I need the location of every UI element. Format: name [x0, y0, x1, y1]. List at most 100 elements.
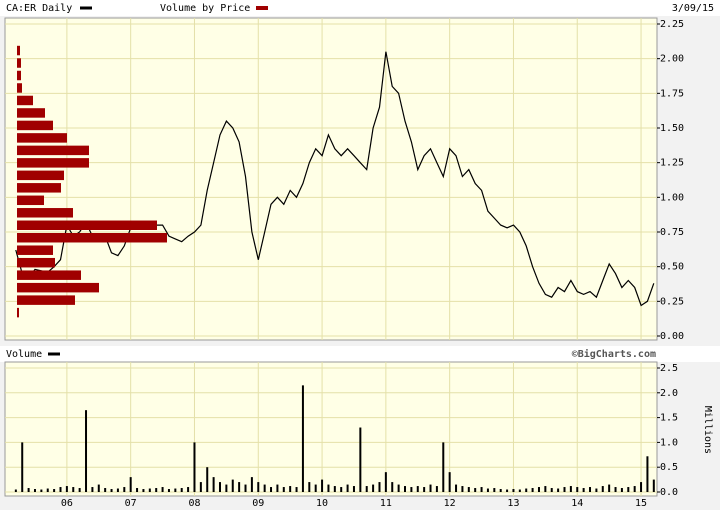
y-tick-label: 1.5: [660, 413, 678, 424]
volume-bar: [116, 488, 119, 492]
volume-by-price-bar: [17, 220, 157, 230]
volume-by-price-bar: [17, 195, 44, 206]
y-tick-label: 2.0: [660, 388, 678, 399]
volume-bar: [448, 472, 451, 492]
x-tick-label: 12: [444, 498, 456, 509]
volume-bar: [148, 488, 151, 492]
header-strip: [0, 0, 720, 16]
volume-bar: [652, 479, 655, 492]
volume-bar: [276, 484, 279, 492]
volume-bar: [46, 488, 49, 492]
x-tick-label: 08: [188, 498, 200, 509]
volume-bar: [65, 486, 68, 492]
volume-bar: [576, 487, 579, 492]
volume-bar: [359, 427, 362, 492]
volume-bar: [193, 442, 196, 492]
volume-bar: [595, 488, 598, 492]
volume-bar: [53, 489, 56, 492]
volume-bar: [27, 488, 30, 492]
volume-by-price-bar: [17, 295, 75, 305]
y-tick-label: 1.50: [660, 123, 684, 134]
volume-bar: [467, 487, 470, 492]
y-tick-label: 2.5: [660, 363, 678, 374]
volume-bar: [308, 482, 311, 492]
y-tick-label: 2.25: [660, 19, 684, 30]
volume-bar: [455, 484, 458, 492]
volume-bar: [231, 479, 234, 492]
price-panel: [4, 17, 658, 341]
x-tick-label: 07: [125, 498, 137, 509]
y-tick-label: 0.5: [660, 462, 678, 473]
x-tick-label: 14: [571, 498, 583, 509]
volume-bar: [174, 488, 177, 492]
volume-by-price-bar: [17, 270, 81, 280]
y-axis-label: Millions: [702, 406, 713, 454]
volume-bar: [33, 489, 36, 492]
volume-bar: [244, 484, 247, 492]
volume-bar: [333, 486, 336, 492]
volume-bar: [142, 489, 145, 492]
volume-bar: [21, 442, 24, 492]
volume-bar: [314, 484, 317, 492]
volume-bar: [531, 488, 534, 492]
volume-bar: [301, 385, 304, 492]
volume-by-price-bar: [17, 133, 67, 143]
y-tick-label: 0.50: [660, 262, 684, 273]
volume-bar: [110, 489, 113, 492]
volume-by-price-bar: [17, 95, 33, 106]
volume-bar: [59, 487, 62, 492]
volume-bar: [212, 477, 215, 492]
date: 3/09/15: [672, 3, 714, 14]
volume-bar: [512, 489, 515, 492]
vbp-name: Volume by Price: [160, 3, 250, 14]
volume-bar: [104, 488, 107, 492]
volume-bar: [633, 486, 636, 492]
volume-bar: [14, 489, 17, 492]
volume-by-price-bar: [17, 83, 22, 93]
volume-bar: [397, 484, 400, 492]
volume-bar: [557, 488, 560, 492]
volume-bar: [167, 489, 170, 492]
volume-by-price-bar: [17, 120, 53, 131]
x-tick-label: 13: [507, 498, 519, 509]
y-tick-label: 1.0: [660, 437, 678, 448]
volume-panel: [4, 361, 658, 497]
volume-bar: [289, 486, 292, 492]
price-line: [15, 51, 655, 307]
volume-bar: [493, 488, 496, 492]
y-tick-label: 2.00: [660, 54, 684, 65]
volume-bar: [435, 486, 438, 492]
volume-bar: [474, 488, 477, 492]
volume-bar: [346, 484, 349, 492]
volume-bar: [563, 487, 566, 492]
volume-by-price-bar: [17, 70, 21, 81]
volume-bar: [499, 489, 502, 492]
volume-bar: [72, 487, 75, 492]
volume-bar: [85, 410, 88, 492]
series-name: CA:ER Daily: [6, 3, 72, 14]
volume-bar: [155, 488, 158, 492]
volume-bar: [180, 488, 183, 492]
y-tick-label: 1.00: [660, 192, 684, 203]
y-tick-label: 0.00: [660, 331, 684, 342]
x-tick-label: 06: [61, 498, 73, 509]
volume-bar: [161, 487, 164, 492]
volume-bar: [257, 482, 260, 492]
y-tick-label: 0.25: [660, 296, 684, 307]
volume-bar: [91, 487, 94, 492]
volume-bar: [646, 456, 649, 492]
volume-bar: [352, 486, 355, 492]
x-tick-label: 15: [635, 498, 647, 509]
x-tick-label: 10: [316, 498, 328, 509]
volume-bar: [569, 486, 572, 492]
volume-bar: [480, 487, 483, 492]
volume-bar: [442, 442, 445, 492]
volume-bar: [187, 487, 190, 492]
volume-by-price-bar: [17, 307, 19, 318]
volume-bar: [423, 487, 426, 492]
volume-bar: [365, 486, 368, 492]
volume-bar: [97, 484, 100, 492]
volume-bar: [378, 482, 381, 492]
volume-bar: [327, 484, 330, 492]
